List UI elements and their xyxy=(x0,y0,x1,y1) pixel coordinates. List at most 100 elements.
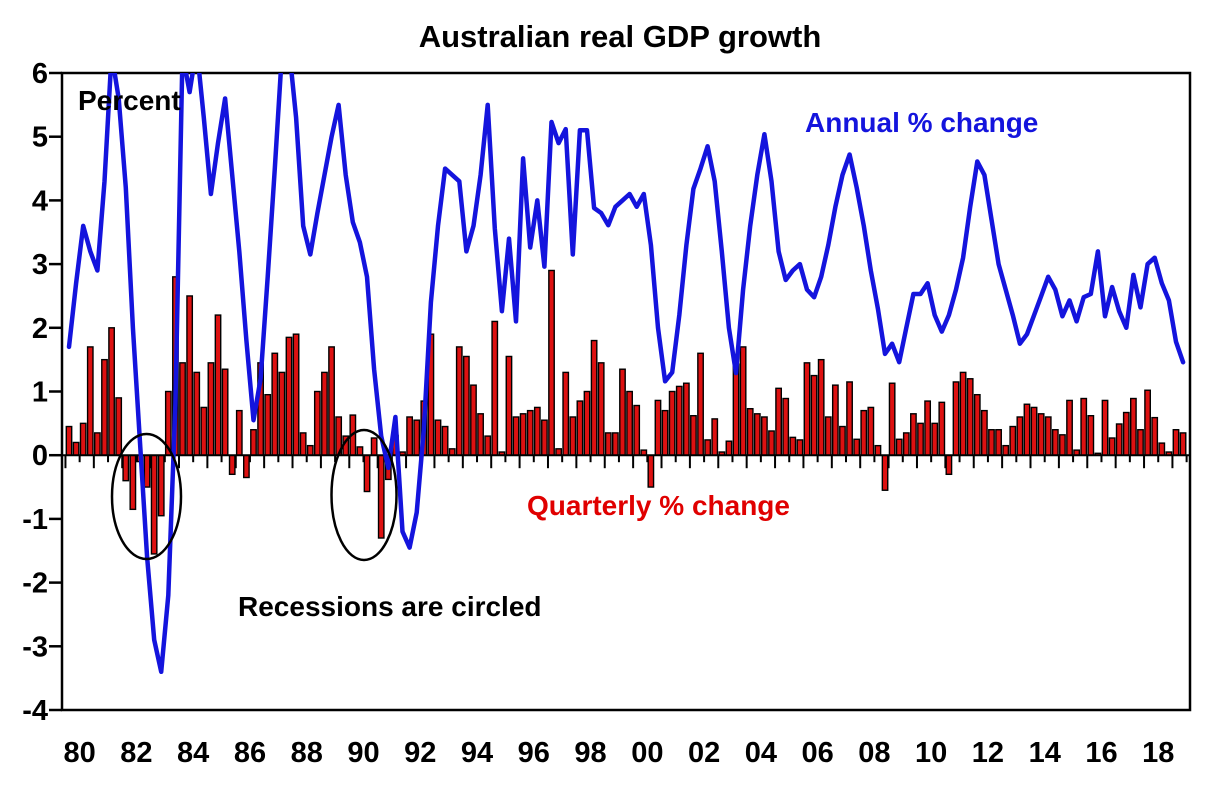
quarterly-bar xyxy=(462,355,470,456)
quarterly-bar xyxy=(831,384,839,456)
quarterly-bar xyxy=(633,404,641,456)
x-axis-label: 86 xyxy=(234,737,266,769)
quarterly-bar xyxy=(824,416,832,456)
quarterly-bar xyxy=(611,432,619,456)
recession-annotation: Recessions are circled xyxy=(238,591,542,622)
x-axis-label: 18 xyxy=(1142,737,1174,769)
quarterly-bar xyxy=(526,409,534,456)
quarterly-bar xyxy=(264,393,272,456)
quarterly-bar xyxy=(193,371,201,456)
x-axis-label: 98 xyxy=(574,737,606,769)
quarterly-bar xyxy=(1087,415,1095,456)
quarterly-bar xyxy=(1044,416,1052,456)
quarterly-bar xyxy=(782,397,790,456)
quarterly-bar xyxy=(973,393,981,456)
quarterly-bar xyxy=(228,454,236,476)
quarterly-bar xyxy=(1108,437,1116,456)
y-axis-label: -4 xyxy=(22,695,48,727)
quarterly-bar xyxy=(874,444,882,456)
quarterly-bar xyxy=(470,384,477,456)
quarterly-bar xyxy=(576,400,584,456)
quarterly-bar xyxy=(1179,432,1187,456)
quarterly-bar xyxy=(817,358,825,456)
quarterly-bar xyxy=(867,406,875,456)
chart-title: Australian real GDP growth xyxy=(419,19,822,54)
recession-circle xyxy=(110,432,183,561)
quarterly-bar xyxy=(668,390,676,456)
x-axis-label: 96 xyxy=(518,737,550,769)
x-axis-label: 08 xyxy=(858,737,890,769)
quarterly-bar xyxy=(1051,429,1059,456)
x-axis-label: 10 xyxy=(915,737,947,769)
quarterly-bar xyxy=(434,419,442,456)
quarterly-bar xyxy=(86,346,94,456)
quarterly-bar xyxy=(1009,425,1017,456)
quarterly-bar xyxy=(902,432,910,456)
quarterly-bar xyxy=(207,362,215,456)
x-axis-label: 90 xyxy=(347,737,379,769)
x-axis-label: 94 xyxy=(461,737,493,769)
quarterly-bar xyxy=(65,425,73,456)
quarterly-bar xyxy=(377,454,385,539)
quarterly-bar xyxy=(157,454,165,517)
quarterly-bar xyxy=(952,381,960,456)
y-axis-label: -3 xyxy=(22,631,48,663)
quarterly-bar xyxy=(761,416,768,456)
quarterly-bar xyxy=(455,346,463,456)
quarterly-bar xyxy=(242,454,250,479)
quarterly-bar xyxy=(271,352,279,456)
quarterly-bar xyxy=(122,454,130,482)
quarterly-bar xyxy=(79,422,87,456)
quarterly-bar xyxy=(179,362,186,456)
x-axis-zero-line xyxy=(62,454,1190,469)
quarterly-bar xyxy=(562,371,570,456)
quarterly-bar xyxy=(768,430,775,456)
quarterly-bar xyxy=(313,390,321,456)
quarterly-bar xyxy=(803,362,811,456)
quarterly-bar xyxy=(328,346,335,456)
quarterly-bar xyxy=(108,327,115,456)
quarterly-bar xyxy=(321,371,328,456)
y-axis-label: 3 xyxy=(32,249,48,281)
quarterly-bar xyxy=(200,406,208,456)
y-axis-label: 6 xyxy=(32,58,48,90)
quarterly-bar xyxy=(101,358,108,456)
x-axis-label: 92 xyxy=(404,737,436,769)
quarterly-bar xyxy=(491,320,499,456)
quarterly-bar xyxy=(590,339,598,456)
quarterly-bar xyxy=(115,397,123,456)
quarterly-bar xyxy=(1137,429,1144,456)
quarterly-bar xyxy=(150,454,158,555)
quarterly-bar xyxy=(881,454,889,491)
quarterly-bar xyxy=(789,436,797,456)
quarterly-bar xyxy=(910,413,917,456)
quarterly-bar xyxy=(1037,413,1045,456)
quarterly-bar xyxy=(306,444,314,456)
x-axis-label: 04 xyxy=(745,737,777,769)
quarterly-bar xyxy=(1023,403,1031,456)
quarterly-bar xyxy=(413,419,421,456)
x-axis-label: 12 xyxy=(972,737,1004,769)
quarterly-bar xyxy=(619,368,626,456)
y-axis-label: 1 xyxy=(32,377,48,409)
quarterly-bar xyxy=(519,413,527,456)
quarterly-bar xyxy=(477,413,484,456)
y-axis-unit-label: Percent xyxy=(78,85,181,116)
quarterly-bar xyxy=(846,381,853,456)
x-axis-label: 84 xyxy=(177,737,209,769)
quarterly-bar xyxy=(711,418,719,456)
quarterly-bar xyxy=(1151,416,1159,456)
quarterly-bar xyxy=(1066,399,1073,456)
recession-circles xyxy=(110,428,398,562)
quarterly-bar xyxy=(235,409,243,456)
y-axis-label: 5 xyxy=(32,122,48,154)
quarterly-bar xyxy=(221,368,229,456)
quarterly-bar xyxy=(597,362,605,456)
quarterly-bar xyxy=(541,419,548,456)
quarterly-bar xyxy=(682,382,690,456)
y-axis-label: -2 xyxy=(22,568,48,600)
quarterly-bar xyxy=(988,429,995,456)
quarterly-bar xyxy=(924,400,932,456)
quarterly-bar xyxy=(1080,397,1088,456)
